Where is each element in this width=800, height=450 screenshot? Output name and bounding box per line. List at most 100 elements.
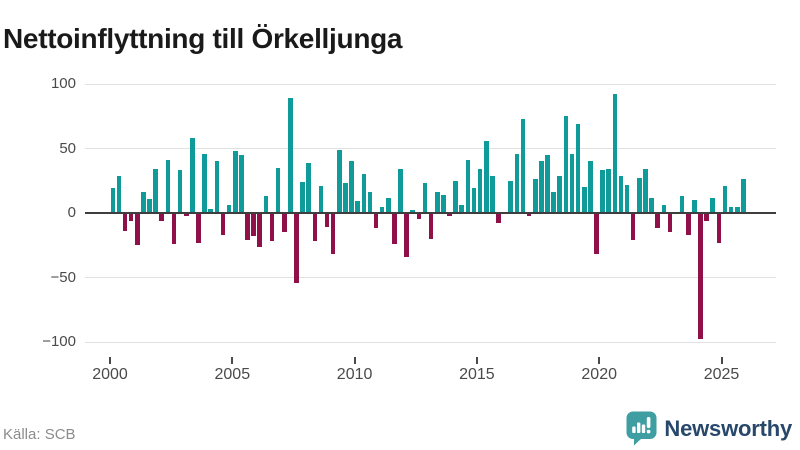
bar-2017-Q1 [526, 213, 532, 216]
bar-2012-Q4 [422, 183, 428, 213]
bar-2004-Q2 [214, 161, 220, 213]
bar-2014-Q2 [459, 205, 465, 213]
x-axis-tick-label: 2020 [581, 366, 617, 383]
bar-2012-Q3 [416, 213, 422, 220]
x-axis-tick-label: 2025 [703, 366, 740, 383]
newsworthy-speech-bubble-chart-icon [626, 411, 657, 446]
bar-2004-Q4 [226, 205, 232, 213]
bar-2020-Q4 [618, 175, 624, 213]
bar-2010-Q2 [361, 174, 367, 213]
bar-2020-Q2 [606, 169, 611, 213]
chart-title: Nettoinflyttning till Örkelljunga [3, 22, 403, 54]
bar-2021-Q2 [630, 213, 636, 241]
bar-2012-Q2 [410, 210, 416, 213]
x-axis-tick-mark [720, 357, 723, 364]
bar-2020-Q3 [612, 94, 618, 213]
bar-2017-Q2 [532, 179, 538, 213]
y-axis-tick-label: 0 [67, 204, 76, 221]
bar-2013-Q2 [434, 192, 440, 213]
y-axis-tick-label: −100 [42, 333, 76, 350]
bar-2024-Q1 [698, 213, 703, 340]
bar-2008-Q4 [324, 213, 330, 228]
bar-2018-Q3 [563, 116, 569, 213]
bar-2018-Q2 [557, 175, 563, 213]
x-axis-tick-mark [353, 357, 356, 364]
newsworthy-logo[interactable]: Newsworthy [626, 411, 792, 446]
bar-2009-Q1 [330, 213, 336, 255]
bar-2008-Q3 [318, 185, 324, 213]
x-axis-tick-label: 2010 [336, 366, 373, 383]
bar-2020-Q1 [600, 170, 605, 213]
x-axis-tick-mark [109, 357, 111, 364]
bar-2015-Q3 [490, 175, 495, 213]
bar-2019-Q2 [581, 187, 587, 213]
y-axis-tick-label: 50 [59, 139, 76, 157]
bar-2011-Q1 [379, 206, 385, 213]
bar-2017-Q4 [545, 154, 550, 213]
bar-2023-Q2 [679, 196, 685, 213]
bar-2018-Q1 [551, 192, 556, 213]
bar-2015-Q2 [483, 140, 489, 213]
bar-2014-Q1 [453, 180, 458, 213]
bar-2018-Q4 [569, 153, 575, 213]
bar-2025-Q4 [741, 179, 746, 213]
bar-2025-Q2 [728, 206, 734, 213]
bar-2021-Q1 [624, 184, 630, 213]
bar-2010-Q1 [355, 201, 360, 213]
bar-2022-Q4 [667, 213, 673, 233]
bar-2003-Q3 [196, 213, 201, 243]
zero-axis-line [85, 212, 776, 214]
bar-2019-Q1 [575, 123, 581, 213]
bar-2003-Q2 [190, 138, 195, 213]
bar-2010-Q4 [373, 213, 379, 229]
bar-2003-Q4 [202, 153, 207, 213]
y-axis-tick-label: 100 [50, 75, 76, 92]
bar-2011-Q2 [386, 197, 391, 213]
bar-2000-Q4 [128, 213, 134, 221]
bar-2006-Q4 [275, 167, 281, 213]
bar-2016-Q4 [520, 118, 526, 213]
bar-2000-Q2 [116, 175, 122, 213]
bar-2014-Q3 [465, 160, 471, 213]
bar-2001-Q1 [134, 213, 140, 246]
bar-2019-Q3 [588, 161, 593, 213]
bar-2006-Q1 [257, 213, 263, 247]
bar-2001-Q2 [141, 192, 146, 213]
x-axis-tick-label: 2015 [459, 366, 495, 383]
bar-2016-Q2 [508, 180, 514, 213]
bar-2025-Q3 [734, 206, 740, 213]
bar-2006-Q3 [269, 213, 275, 242]
bar-2012-Q1 [404, 213, 409, 257]
bar-2023-Q3 [685, 213, 691, 235]
bar-2005-Q3 [245, 213, 250, 241]
bar-2022-Q3 [661, 205, 667, 213]
bar-2005-Q4 [251, 213, 256, 237]
x-axis-tick-mark [475, 357, 478, 364]
bar-2014-Q4 [471, 188, 477, 213]
bar-2005-Q1 [232, 151, 238, 213]
source-attribution: Källa: SCB [3, 426, 76, 443]
bar-2017-Q3 [539, 161, 544, 213]
bar-2001-Q3 [147, 198, 152, 213]
bar-2008-Q2 [312, 213, 318, 242]
bar-2011-Q3 [392, 213, 397, 244]
x-axis-tick-label: 2005 [214, 366, 251, 383]
bar-2013-Q3 [441, 194, 446, 213]
newsworthy-logo-text: Newsworthy [664, 415, 792, 441]
bar-2022-Q2 [655, 213, 660, 229]
bar-2024-Q4 [716, 213, 722, 243]
bar-2000-Q1 [110, 188, 116, 213]
bar-2009-Q4 [349, 161, 354, 213]
bar-2013-Q4 [447, 213, 452, 216]
bar-2010-Q3 [367, 192, 373, 213]
bar-2015-Q4 [496, 213, 501, 224]
bar-2013-Q1 [428, 213, 434, 239]
bar-2001-Q4 [153, 169, 158, 213]
bar-2002-Q1 [159, 213, 165, 221]
gridline [85, 148, 776, 149]
bar-2007-Q4 [300, 182, 305, 213]
bar-2019-Q4 [594, 213, 599, 255]
bar-2007-Q3 [294, 213, 299, 283]
